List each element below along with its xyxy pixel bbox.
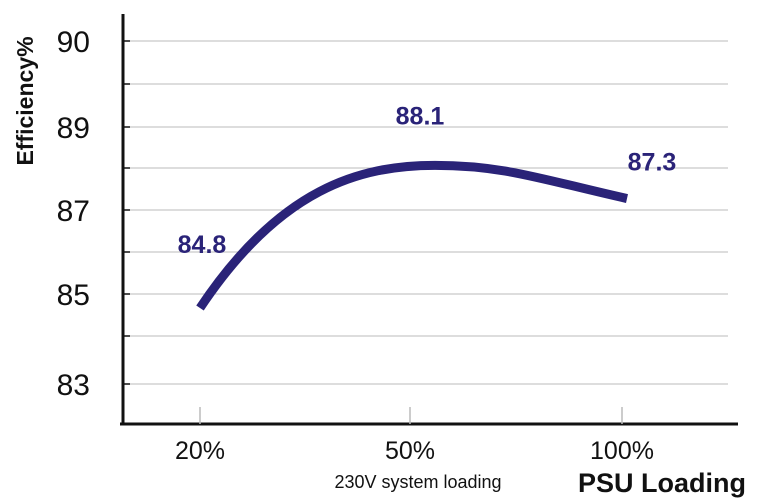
data-labels: 84.8 88.1 87.3 <box>178 102 677 259</box>
y-tick-label: 83 <box>57 369 90 402</box>
x-tick-label: 50% <box>385 437 435 465</box>
grid-lines <box>123 40 728 385</box>
x-axis-label: PSU Loading <box>578 468 746 498</box>
efficiency-series-line <box>196 160 628 311</box>
x-tick-label: 20% <box>175 437 225 465</box>
x-tick-labels: 20% 50% 100% <box>175 437 654 465</box>
data-label: 84.8 <box>178 231 227 259</box>
y-tick-label: 89 <box>57 112 90 145</box>
y-tick-labels: 83 85 87 89 90 <box>57 26 90 402</box>
y-axis-label: Efficiency% <box>12 36 38 165</box>
x-axis-subtitle: 230V system loading <box>334 472 501 492</box>
y-tick-label: 87 <box>57 195 90 228</box>
x-tick-label: 100% <box>590 437 654 465</box>
y-tick-label: 85 <box>57 279 90 312</box>
y-tick-label: 90 <box>57 26 90 59</box>
x-tick-marks <box>199 407 623 424</box>
data-label: 87.3 <box>628 149 677 177</box>
data-label: 88.1 <box>396 102 445 130</box>
